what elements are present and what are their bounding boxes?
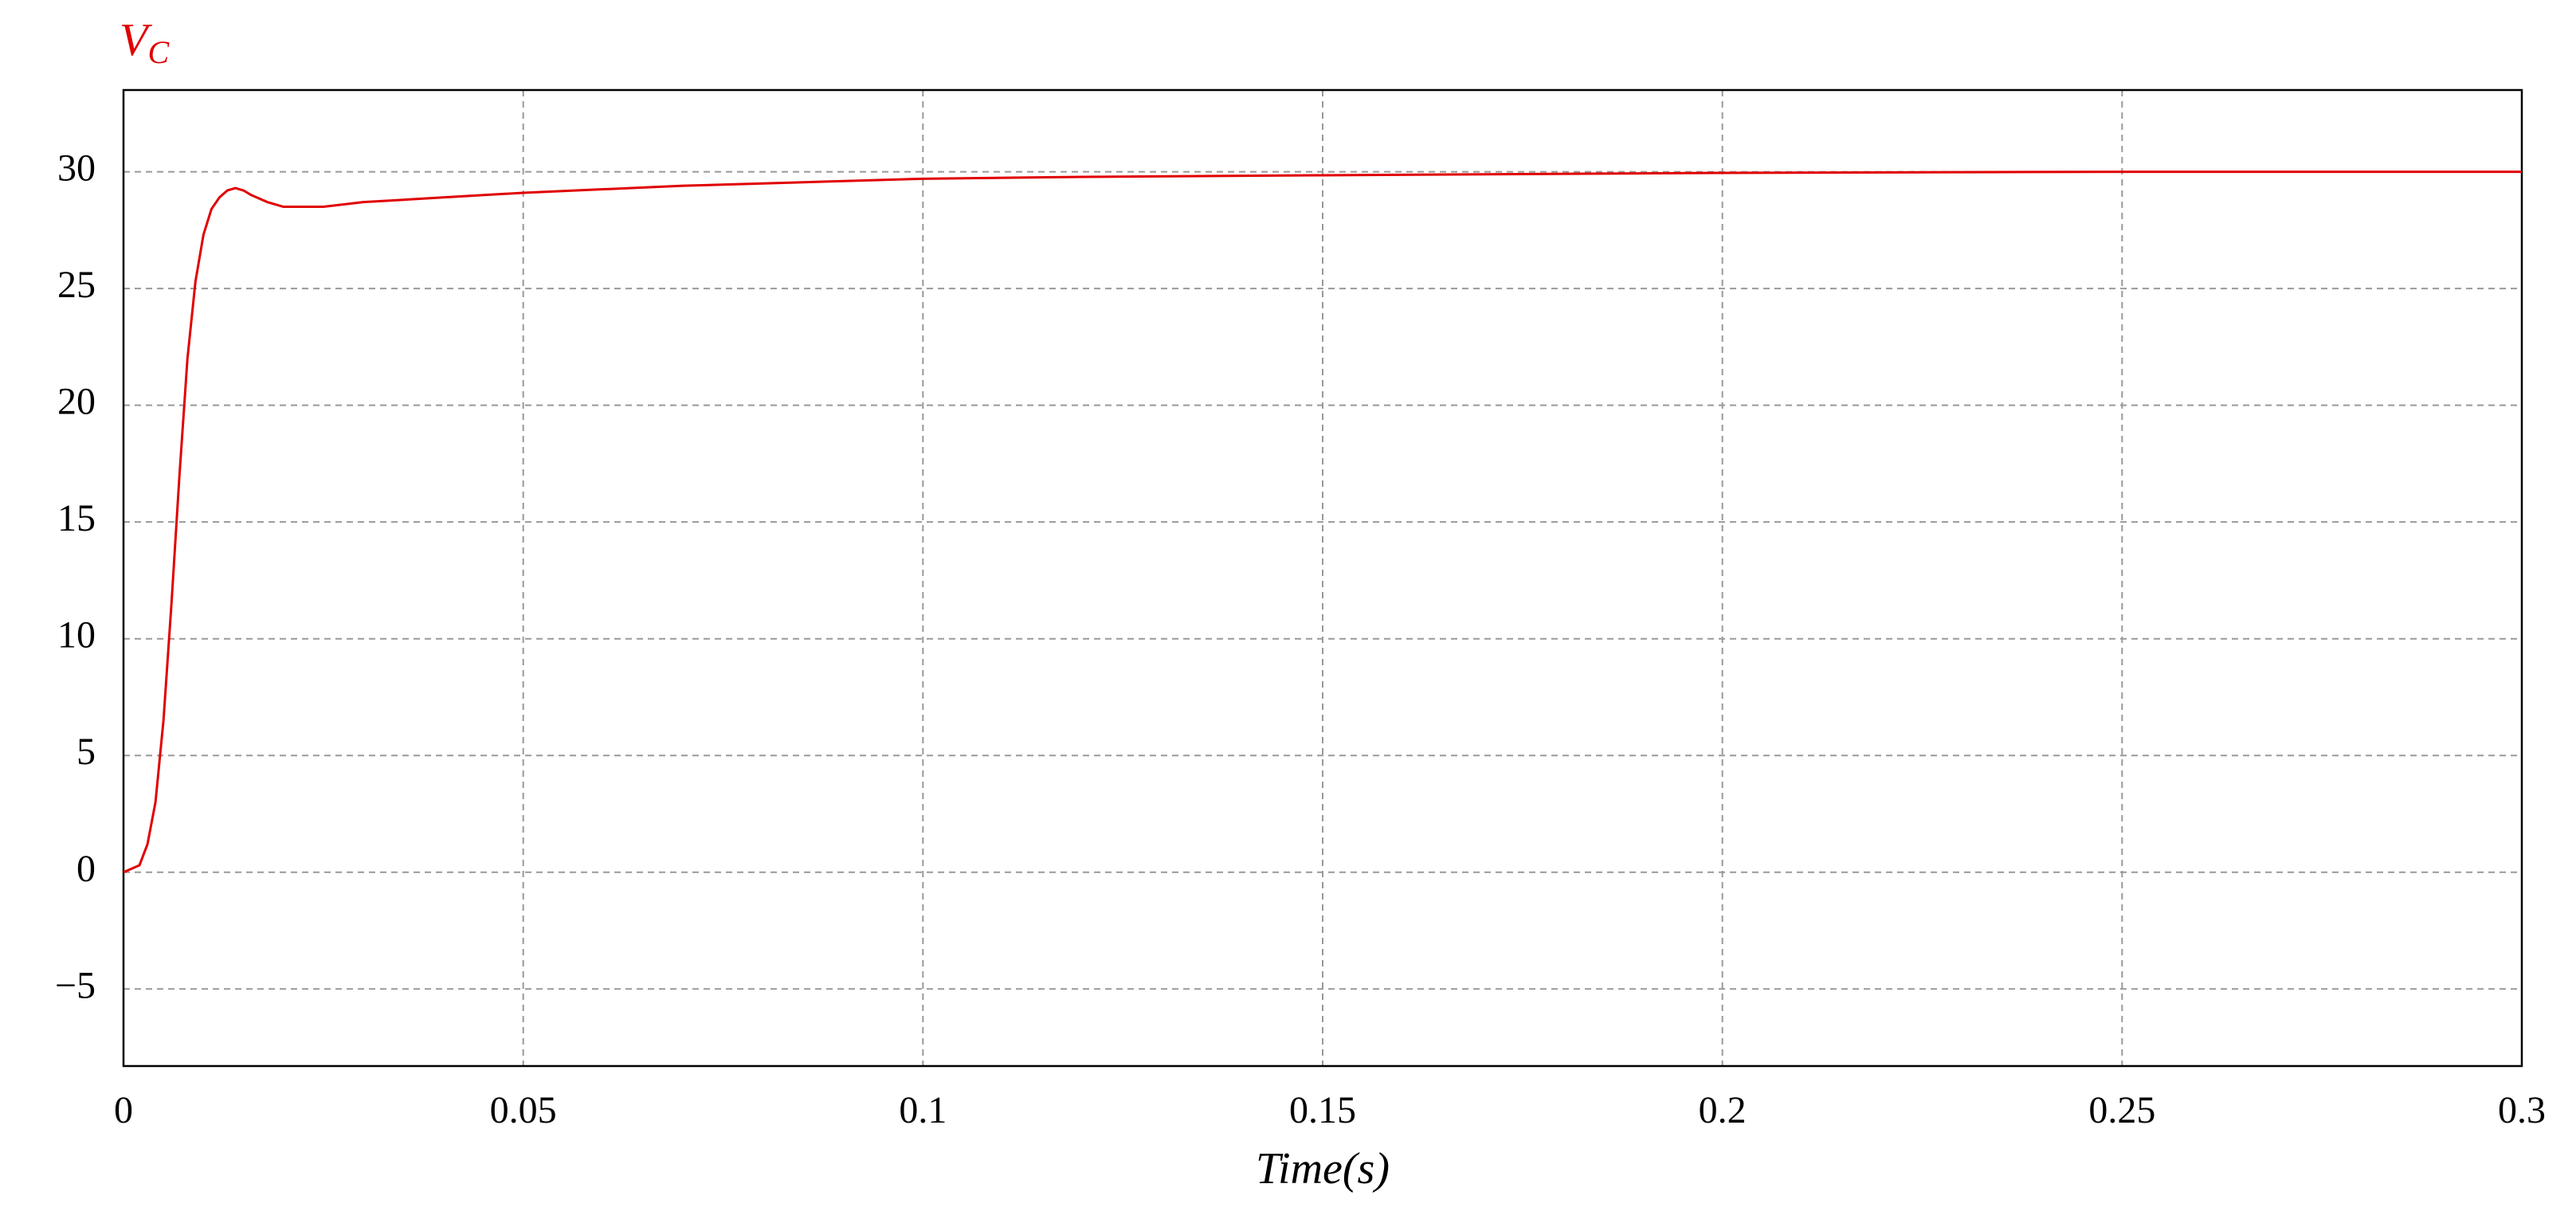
- y-tick-label: −5: [55, 964, 96, 1006]
- y-tick-label: 25: [57, 264, 96, 306]
- x-tick-label: 0.1: [899, 1089, 947, 1131]
- x-tick-label: 0.2: [1699, 1089, 1747, 1131]
- plot-frame: [122, 88, 2523, 1068]
- y-tick-label: 10: [57, 614, 96, 657]
- y-tick-label: 20: [57, 381, 96, 423]
- x-tick-label: 0.15: [1289, 1089, 1356, 1131]
- data-line: [123, 171, 2522, 874]
- x-tick-label: 0.3: [2498, 1089, 2546, 1131]
- y-axis-title-main: V: [120, 14, 153, 65]
- y-axis-title-sub: C: [147, 34, 170, 70]
- y-tick-label: 5: [76, 731, 96, 773]
- y-tick-label: 0: [76, 848, 96, 890]
- x-tick-label: 0.25: [2088, 1089, 2155, 1131]
- y-tick-label: 15: [57, 497, 96, 539]
- x-tick-label: 0.05: [490, 1089, 557, 1131]
- x-tick-label: 0: [114, 1089, 133, 1131]
- x-axis-title: Time(s): [1256, 1144, 1390, 1194]
- y-axis-title: VC: [120, 14, 170, 70]
- y-tick-label: 30: [57, 147, 96, 190]
